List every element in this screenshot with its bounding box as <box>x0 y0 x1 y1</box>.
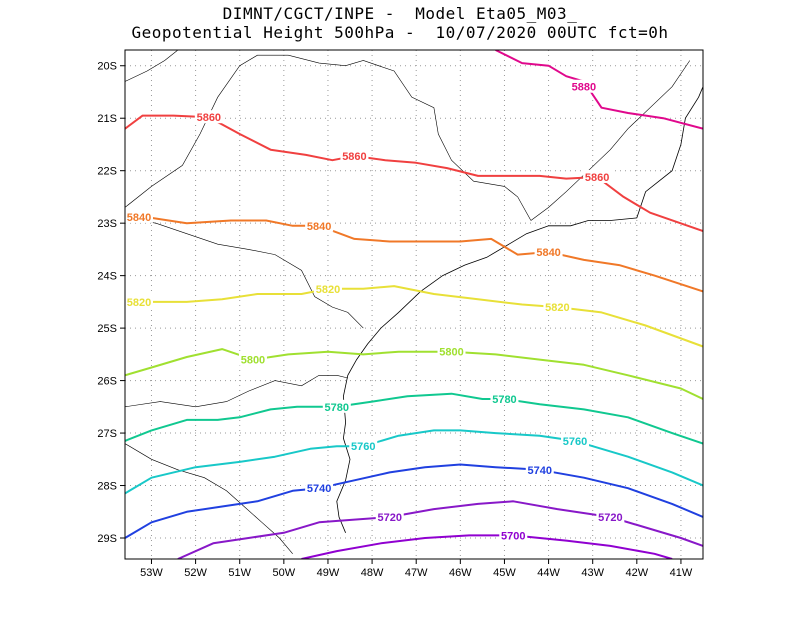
contour-line-5740 <box>125 463 703 539</box>
state-border <box>125 54 532 221</box>
contour-label-5860: 5860 <box>585 172 609 184</box>
contour-label-5700: 5700 <box>501 530 525 542</box>
plot-area <box>125 50 703 559</box>
contour-label-5740: 5740 <box>528 465 552 477</box>
x-tick-label: 51W <box>228 567 251 579</box>
contour-label-5800: 5800 <box>439 347 463 359</box>
contour-label-bg <box>561 433 590 447</box>
contour-label-bg <box>375 510 404 524</box>
x-tick-label: 48W <box>361 567 384 579</box>
y-tick-label: 22S <box>97 166 117 178</box>
y-tick-label: 28S <box>97 481 117 493</box>
contour-label-5760: 5760 <box>351 441 375 453</box>
contour-label-5860: 5860 <box>342 151 366 163</box>
contour-line-5800 <box>125 348 703 400</box>
geography-layer <box>125 50 703 554</box>
contour-label-bg <box>534 245 563 259</box>
contour-label-bg <box>525 462 554 476</box>
state-border <box>125 217 364 329</box>
contour-label-5820: 5820 <box>316 284 340 296</box>
contour-label-5780: 5780 <box>325 402 349 414</box>
contour-label-5880: 5880 <box>572 82 596 94</box>
contour-label-5800: 5800 <box>241 355 265 367</box>
title-line-2: Geopotential Height 500hPa - 10/07/2020 … <box>131 23 669 42</box>
contour-label-bg <box>322 399 351 413</box>
contour-line-5780 <box>125 392 703 445</box>
contour-label-5820: 5820 <box>127 297 151 309</box>
contour-label-5860: 5860 <box>197 112 221 124</box>
y-tick-label: 26S <box>97 376 117 388</box>
x-tick-label: 50W <box>273 567 296 579</box>
contour-label-bg <box>543 300 572 314</box>
contour-label-5840: 5840 <box>307 221 331 233</box>
contour-label-bg <box>583 169 612 183</box>
contour-label-5840: 5840 <box>536 247 560 259</box>
y-tick-label: 29S <box>97 533 117 545</box>
contour-label-bg <box>305 481 334 495</box>
contour-label-bg <box>596 510 625 524</box>
contour-label-bg <box>569 79 598 93</box>
x-tick-label: 53W <box>140 567 163 579</box>
contour-label-bg <box>437 344 466 358</box>
axis-ticks: 53W 52W 51W 50W 49W 48W 47W 46W 45W 44W 43W 42W 41W 2… <box>97 61 692 579</box>
title-line-1: DIMNT/CGCT/INPE - Model Eta05_M03_ <box>222 4 578 23</box>
y-tick-label: 24S <box>97 271 117 283</box>
contour-line-5760 <box>125 429 703 495</box>
coastline <box>336 86 703 533</box>
contour-line-5840 <box>125 216 703 293</box>
y-tick-label: 27S <box>97 428 117 440</box>
map-title: DIMNT/CGCT/INPE - Model Eta05_M03_ Geopo… <box>0 4 800 42</box>
contour-label-5780: 5780 <box>492 394 516 406</box>
contour-label-5720: 5720 <box>377 512 401 524</box>
contour-label-bg <box>490 391 519 405</box>
x-tick-label: 42W <box>626 567 649 579</box>
x-tick-label: 46W <box>449 567 472 579</box>
x-tick-label: 52W <box>184 567 207 579</box>
y-tick-label: 25S <box>97 323 117 335</box>
contour-label-bg <box>125 294 153 308</box>
contour-label-bg <box>305 218 334 232</box>
state-border <box>530 60 691 221</box>
x-tick-label: 41W <box>670 567 693 579</box>
contour-line-5700 <box>301 534 673 559</box>
y-tick-label: 23S <box>97 218 117 230</box>
contour-label-5740: 5740 <box>307 483 331 495</box>
x-tick-label: 43W <box>581 567 604 579</box>
contour-label-bg <box>349 439 378 453</box>
x-tick-label: 44W <box>537 567 560 579</box>
contour-label-bg <box>313 281 342 295</box>
x-tick-label: 47W <box>405 567 428 579</box>
contour-label-bg <box>125 209 153 223</box>
state-border <box>125 50 179 82</box>
contour-label-bg <box>499 528 528 542</box>
contour-labels: 5880 5860 5860 5860 5840 5840 5840 5820 5820 5820… <box>125 79 625 542</box>
contour-line-5720 <box>177 500 703 559</box>
plot-frame <box>124 49 704 560</box>
state-border <box>125 375 348 408</box>
state-border <box>125 443 293 554</box>
contour-label-bg <box>238 352 267 366</box>
contour-label-bg <box>340 148 369 162</box>
contour-line-5820 <box>125 285 703 348</box>
contour-label-5720: 5720 <box>598 512 622 524</box>
x-tick-label: 45W <box>493 567 516 579</box>
contour-label-5760: 5760 <box>563 436 587 448</box>
contour-label-5840: 5840 <box>127 212 151 224</box>
contour-label-bg <box>194 110 223 124</box>
contour-label-5820: 5820 <box>545 302 569 314</box>
x-tick-label: 49W <box>317 567 340 579</box>
y-tick-label: 20S <box>97 61 117 73</box>
y-tick-label: 21S <box>97 113 117 125</box>
